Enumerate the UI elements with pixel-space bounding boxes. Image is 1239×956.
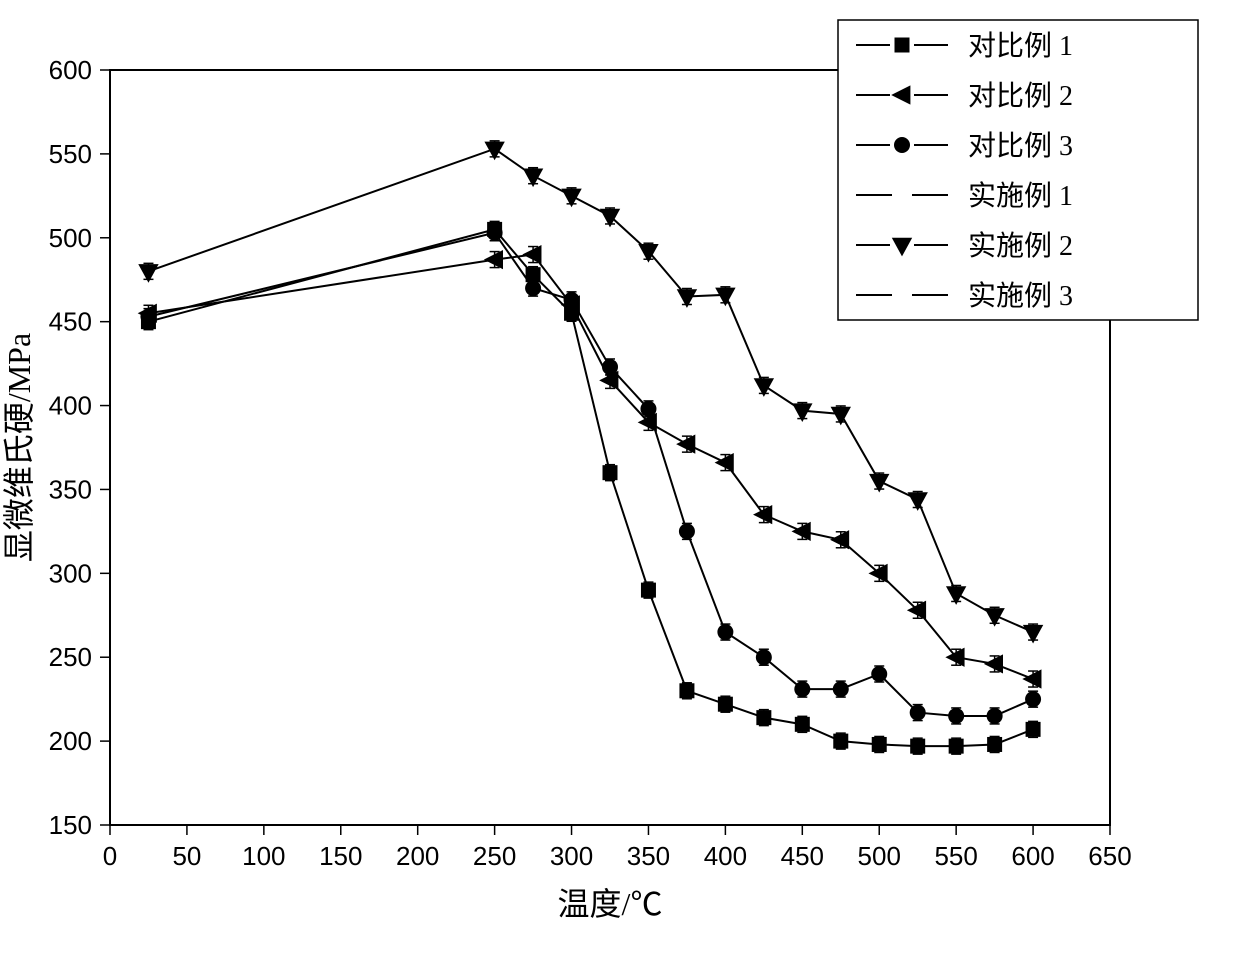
x-tick-label: 200 (396, 841, 439, 871)
x-tick-label: 350 (627, 841, 670, 871)
circle-marker-icon (833, 681, 849, 697)
legend-label: 对比例 3 (968, 130, 1073, 162)
square-marker-icon (872, 737, 887, 752)
square-marker-icon (603, 465, 618, 480)
circle-marker-icon (987, 708, 1003, 724)
legend: 对比例 1 对比例 2 对比例 3 实施例 1 实施例 2 实施例 3 (838, 20, 1198, 320)
triangle-left-marker-icon (715, 453, 734, 472)
square-marker-icon (895, 38, 910, 53)
triangle-left-marker-icon (484, 250, 503, 269)
triangle-down-marker-icon (1023, 625, 1043, 644)
triangle-down-marker-icon (523, 169, 543, 188)
triangle-left-marker-icon (830, 530, 849, 549)
triangle-down-marker-icon (600, 209, 620, 228)
square-marker-icon (756, 710, 771, 725)
hardness-vs-temperature-chart: 0 50 100 150 200 250 300 350 400 450 500 550 600 650 1… (0, 0, 1239, 951)
triangle-down-marker-icon (715, 288, 735, 307)
y-tick-label: 600 (49, 55, 92, 85)
legend-label: 实施例 1 (968, 180, 1073, 212)
triangle-down-marker-icon (907, 492, 927, 511)
circle-marker-icon (487, 225, 503, 241)
circle-marker-icon (910, 705, 926, 721)
circle-marker-icon (525, 280, 541, 296)
x-tick-label: 100 (242, 841, 285, 871)
legend-label: 实施例 2 (968, 230, 1073, 262)
triangle-down-marker-icon (138, 264, 158, 283)
x-tick-label: 250 (473, 841, 516, 871)
triangle-left-marker-icon (676, 435, 695, 454)
x-tick-label: 50 (172, 841, 201, 871)
x-tick-label: 150 (319, 841, 362, 871)
square-marker-icon (949, 739, 964, 754)
circle-marker-icon (1025, 691, 1041, 707)
triangle-down-marker-icon (869, 474, 889, 493)
square-marker-icon (1026, 722, 1041, 737)
triangle-left-marker-icon (522, 245, 541, 264)
triangle-left-marker-icon (984, 654, 1003, 673)
square-marker-icon (795, 717, 810, 732)
circle-marker-icon (564, 292, 580, 308)
circle-marker-icon (794, 681, 810, 697)
circle-marker-icon (894, 137, 910, 153)
x-tick-label: 300 (550, 841, 593, 871)
circle-marker-icon (140, 309, 156, 325)
triangle-down-marker-icon (792, 403, 812, 422)
circle-marker-icon (871, 666, 887, 682)
y-tick-label: 550 (49, 139, 92, 169)
legend-frame (838, 20, 1198, 320)
triangle-down-marker-icon (677, 289, 697, 308)
y-tick-label: 200 (49, 726, 92, 756)
x-tick-label: 400 (704, 841, 747, 871)
x-tick-label: 500 (858, 841, 901, 871)
circle-marker-icon (717, 624, 733, 640)
triangle-down-marker-icon (561, 189, 581, 208)
x-axis-title: 温度/℃ (558, 886, 663, 922)
triangle-down-marker-icon (831, 407, 851, 426)
circle-marker-icon (948, 708, 964, 724)
y-tick-label: 300 (49, 558, 92, 588)
legend-label: 对比例 2 (968, 80, 1073, 112)
triangle-left-marker-icon (792, 522, 811, 541)
y-tick-label: 500 (49, 223, 92, 253)
x-tick-label: 600 (1011, 841, 1054, 871)
y-tick-label: 450 (49, 307, 92, 337)
circle-marker-icon (756, 649, 772, 665)
y-tick-label: 250 (49, 642, 92, 672)
triangle-left-marker-icon (1022, 669, 1041, 688)
y-tick-label: 400 (49, 391, 92, 421)
x-tick-label: 450 (781, 841, 824, 871)
circle-marker-icon (602, 359, 618, 375)
square-marker-icon (641, 583, 656, 598)
legend-marker-gap (892, 291, 912, 299)
square-marker-icon (833, 734, 848, 749)
square-marker-icon (910, 739, 925, 754)
triangle-left-marker-icon (753, 505, 772, 524)
x-tick-label: 650 (1088, 841, 1131, 871)
square-marker-icon (987, 737, 1002, 752)
square-marker-icon (679, 683, 694, 698)
circle-marker-icon (640, 401, 656, 417)
triangle-left-marker-icon (945, 648, 964, 667)
x-tick-label: 550 (934, 841, 977, 871)
y-tick-label: 350 (49, 474, 92, 504)
circle-marker-icon (679, 523, 695, 539)
legend-label: 对比例 1 (968, 30, 1073, 62)
square-marker-icon (718, 697, 733, 712)
legend-marker-gap (892, 191, 912, 199)
x-tick-label: 0 (103, 841, 117, 871)
y-tick-label: 150 (49, 810, 92, 840)
triangle-down-marker-icon (754, 378, 774, 397)
y-axis-title: 显微维氏硬/MPa (1, 333, 37, 562)
legend-label: 实施例 3 (968, 280, 1073, 312)
triangle-down-marker-icon (946, 586, 966, 605)
